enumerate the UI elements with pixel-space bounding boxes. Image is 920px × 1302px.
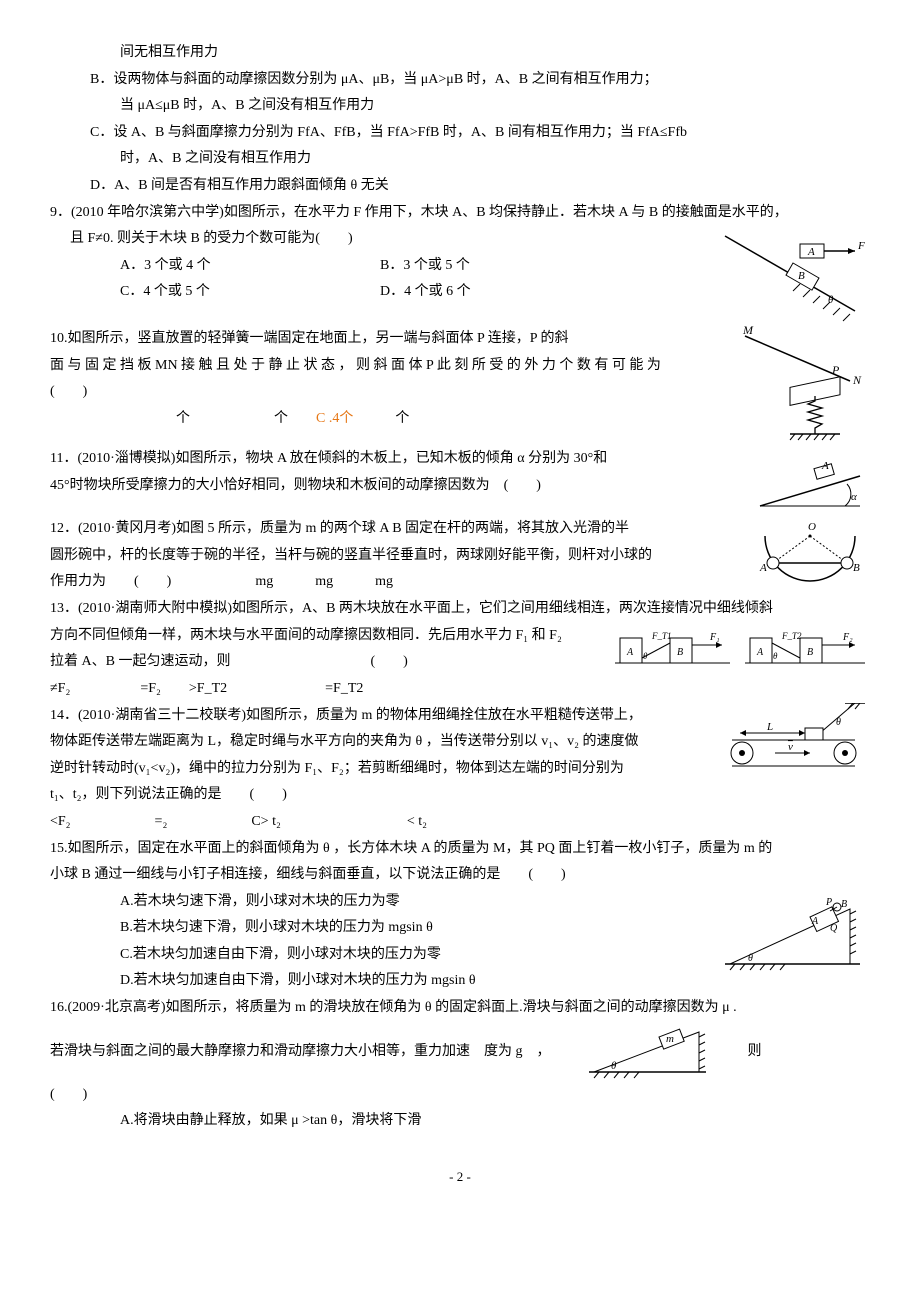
svg-text:F_T1: F_T1 (651, 631, 672, 641)
q16-figure: m θ (584, 1022, 714, 1082)
svg-text:θ: θ (643, 651, 648, 661)
q9-opts-row2: C．4 个或 5 个 D．4 个或 6 个 (120, 279, 705, 306)
q11-l2: 45°时物块所受摩擦力的大小恰好相同，则物块和木板间的动摩擦因数为 ( ) (50, 473, 870, 500)
svg-text:θ: θ (748, 953, 753, 964)
svg-text:A: A (811, 916, 819, 927)
svg-text:P: P (831, 363, 840, 377)
prev-optC1: C．设 A、B 与斜面摩擦力分别为 FfA、FfB，当 FfA>FfB 时，A、… (90, 120, 870, 147)
svg-text:M: M (742, 326, 754, 337)
q11-figure: A α (750, 456, 870, 516)
q9-figure: A B F θ (715, 226, 870, 326)
svg-text:θ: θ (611, 1060, 617, 1072)
q16-l1: 16.(2009·北京高考)如图所示，将质量为 m 的滑块放在倾角为 θ 的固定… (50, 995, 870, 1022)
q10-figure: M N P (740, 326, 870, 446)
svg-text:B: B (798, 270, 805, 282)
svg-text:θ: θ (828, 294, 834, 306)
prev-optD: D．A、B 间是否有相互作用力跟斜面倾角 θ 无关 (90, 173, 870, 200)
q9-opts-row1: A．3 个或 4 个 B．3 个或 5 个 (120, 253, 705, 280)
svg-text:F₁: F₁ (709, 632, 720, 643)
q12-l1: 12．(2010·黄冈月考)如图 5 所示，质量为 m 的两个球 A B 固定在… (50, 516, 870, 543)
svg-text:m: m (666, 1033, 674, 1045)
q16-l2: 若滑块与斜面之间的最大静摩擦力和滑动摩擦力大小相等，重力加速 度为 g ， m … (50, 1022, 870, 1082)
svg-text:A: A (756, 647, 764, 658)
q13-l1: 13．(2010·湖南师大附中模拟)如图所示，A、B 两木块放在水平面上，它们之… (50, 596, 870, 623)
q14-figure: θ L v (720, 703, 870, 793)
svg-text:θ: θ (836, 717, 841, 728)
svg-text:v: v (788, 741, 793, 753)
svg-text:A: A (759, 562, 767, 574)
q12-l2: 圆形碗中，杆的长度等于碗的半径，当杆与碗的竖直半径垂直时，两球刚好能平衡，则杆对… (50, 543, 870, 570)
svg-text:B: B (807, 647, 813, 658)
svg-text:α: α (851, 491, 857, 503)
q13-figure: A B θ F_T1 F₁ A B θ F_T2 F₂ (610, 623, 870, 678)
q12-l3: 作用力为 ( ) mg mg mg (50, 569, 870, 596)
q16-a: A.将滑块由静止释放，如果 μ >tan θ，滑块将下滑 (120, 1108, 870, 1135)
svg-text:θ: θ (773, 651, 778, 661)
q14-l5: <F₂ =₂ C> t₂ < t₂ (50, 809, 870, 836)
prev-optB2: 当 μA≤μB 时，A、B 之间没有相互作用力 (120, 93, 870, 120)
page-number: - 2 - (50, 1165, 870, 1190)
q11-l1: 11．(2010·淄博模拟)如图所示，物块 A 放在倾斜的木板上，已知木板的倾角… (50, 446, 870, 473)
svg-text:A: A (821, 460, 829, 472)
svg-text:L: L (766, 721, 773, 733)
q9-stem1: 9．(2010 年哈尔滨第六中学)如图所示，在水平力 F 作用下，木块 A、B … (50, 200, 870, 227)
prev-optC2: 时，A、B 之间没有相互作用力 (120, 146, 870, 173)
q15-l1: 15.如图所示，固定在水平面上的斜面倾角为 θ ，长方体木块 A 的质量为 M，… (50, 836, 870, 863)
svg-text:F: F (857, 240, 865, 252)
svg-text:B: B (853, 562, 860, 574)
svg-text:B: B (841, 899, 847, 910)
svg-text:B: B (677, 647, 683, 658)
svg-text:F₂: F₂ (842, 632, 853, 643)
prev-optB1: B．设两物体与斜面的动摩擦因数分别为 μA、μB，当 μA>μB 时，A、B 之… (90, 67, 870, 94)
svg-text:F_T2: F_T2 (781, 631, 802, 641)
svg-text:A: A (807, 246, 815, 258)
q12-figure: O A B (750, 516, 870, 596)
q16-l3: ( ) (50, 1082, 870, 1109)
svg-text:A: A (626, 647, 634, 658)
svg-text:O: O (808, 521, 816, 533)
q15-figure: A P B Q θ (720, 889, 870, 979)
svg-text:N: N (852, 373, 862, 387)
svg-text:Q: Q (830, 923, 838, 934)
q15-l2: 小球 B 通过一细线与小钉子相连接，细线与斜面垂直，以下说法正确的是 ( ) (50, 862, 870, 889)
prev-line: 间无相互作用力 (120, 40, 870, 67)
svg-text:P: P (825, 897, 832, 908)
q13-l4: ≠F₂ =F₂ >F_T2 =F_T2 (50, 676, 870, 703)
